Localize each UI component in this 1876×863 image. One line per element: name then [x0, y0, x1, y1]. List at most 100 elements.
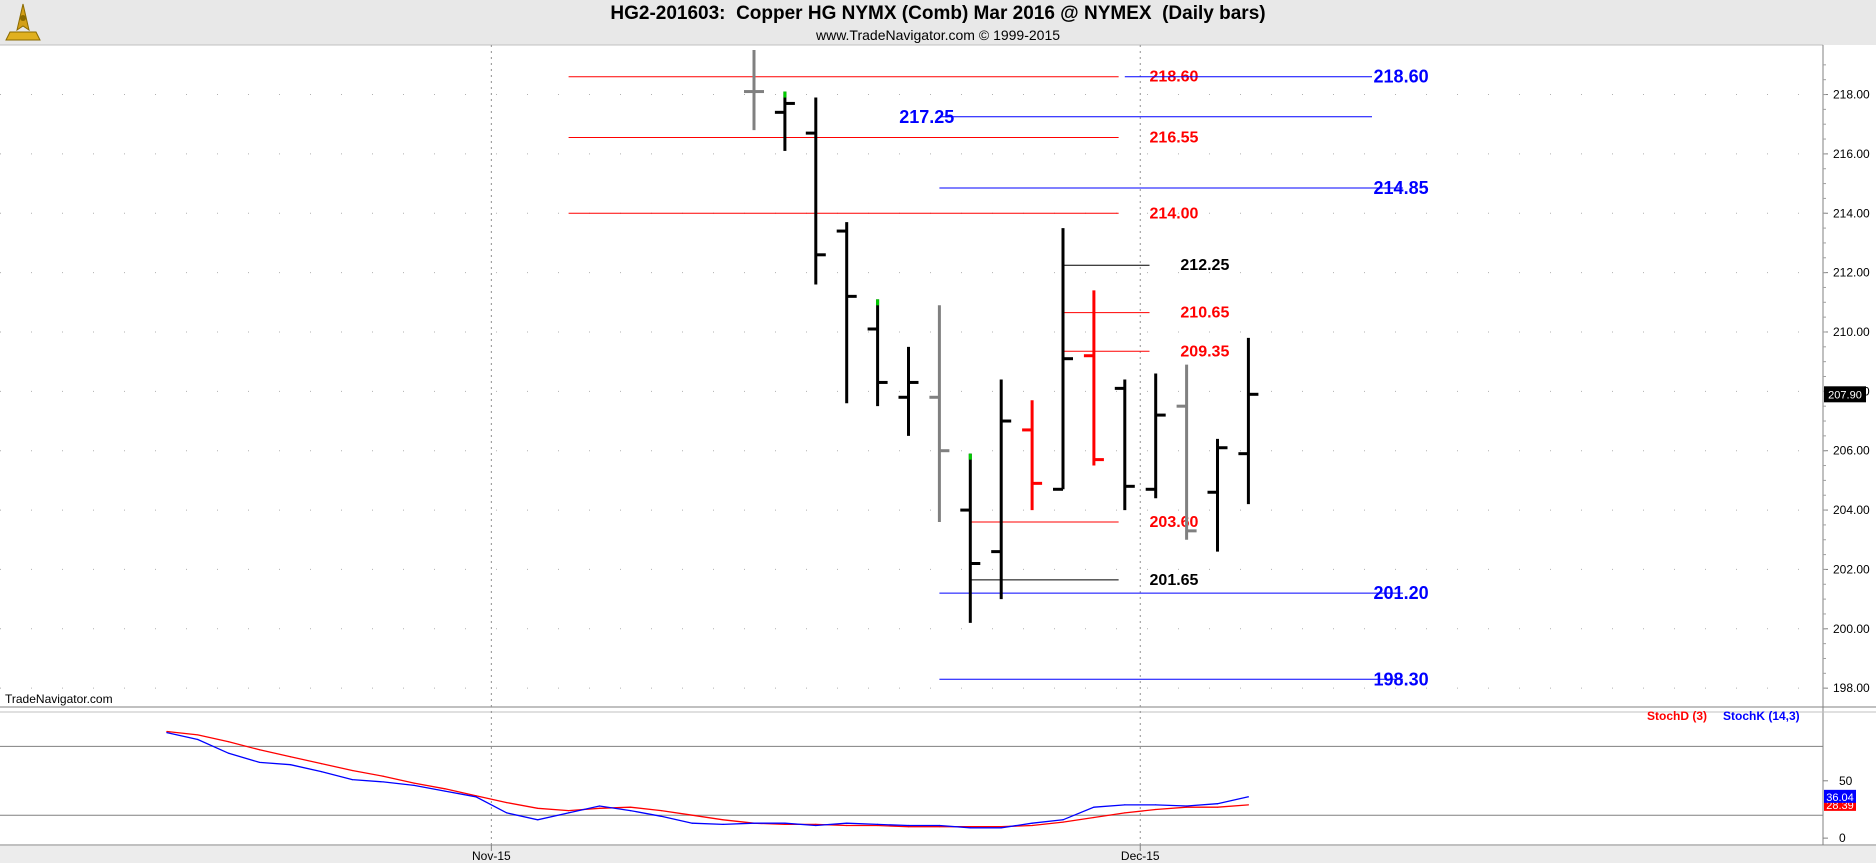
stoch-point	[166, 732, 168, 734]
stoch-point	[1186, 806, 1188, 808]
stoch-point	[166, 730, 168, 733]
level-label-black: 201.65	[1150, 572, 1199, 589]
level-label-blue: 217.25	[899, 107, 954, 127]
stoch-point	[197, 734, 199, 736]
stoch-last-tag	[1824, 789, 1856, 803]
stoch-point	[382, 775, 384, 777]
stoch-point	[691, 822, 693, 824]
stoch-point	[1216, 803, 1219, 805]
level-label-red: 203.60	[1150, 514, 1199, 531]
stoch-point	[877, 823, 879, 825]
stoch-point	[815, 823, 817, 825]
stoch-point	[660, 810, 662, 812]
stoch-point	[1031, 824, 1033, 827]
stoch-point	[568, 810, 570, 812]
stoch-point	[537, 819, 539, 821]
stoch-point	[413, 782, 415, 784]
stoch-point	[1093, 816, 1095, 819]
stoch-point	[1124, 804, 1126, 806]
stoch-point	[784, 823, 786, 825]
stoch-point	[846, 824, 848, 827]
stoch-point	[506, 812, 508, 814]
stoch-point	[722, 819, 724, 821]
price-axis-label: 218.00	[1833, 88, 1870, 102]
stoch-legend-k: StochK (14,3)	[1723, 709, 1800, 723]
chart-subtitle: www.TradeNavigator.com © 1999-2015	[815, 27, 1061, 43]
stoch-point	[691, 814, 693, 816]
watermark-text: TradeNavigator.com	[5, 692, 113, 706]
level-label-black: 212.25	[1180, 257, 1229, 274]
price-axis-label: 206.00	[1833, 444, 1870, 458]
stoch-line-k	[166, 731, 1249, 829]
stoch-point	[1186, 805, 1188, 807]
stoch-point	[228, 752, 230, 754]
stoch-legend-d: StochD (3)	[1647, 709, 1707, 723]
stoch-point	[907, 826, 910, 828]
stoch-point	[1216, 806, 1219, 808]
stoch-point	[506, 801, 508, 804]
chart-frame	[0, 44, 1876, 863]
stoch-point	[1031, 822, 1033, 824]
stoch-point	[320, 762, 322, 765]
stoch-point	[877, 824, 879, 827]
price-axis-label: 198.00	[1833, 681, 1870, 695]
stoch-point	[1000, 827, 1002, 829]
stoch-axis-label: 0	[1839, 831, 1846, 845]
stoch-point	[1062, 821, 1064, 823]
stoch-point	[228, 741, 230, 743]
stoch-point	[938, 824, 941, 827]
price-axis-label: 210.00	[1833, 325, 1870, 339]
stoch-point	[444, 790, 446, 792]
stoch-point	[259, 749, 261, 751]
stoch-point	[259, 761, 261, 764]
date-axis-label: Dec-15	[1121, 849, 1160, 863]
stoch-point	[722, 823, 724, 825]
stoch-line-d	[166, 730, 1249, 828]
level-label-red: 209.35	[1180, 343, 1229, 360]
price-axis-label: 204.00	[1833, 503, 1870, 517]
chart-title: HG2-201603: Copper HG NYMX (Comb) Mar 20…	[610, 3, 1266, 24]
level-label-red: 210.65	[1180, 305, 1229, 322]
stoch-point	[660, 815, 662, 817]
stoch-point	[1000, 826, 1002, 828]
chart-header: HG2-201603: Copper HG NYMX (Comb) Mar 20…	[0, 0, 1876, 45]
stoch-point	[413, 784, 415, 786]
stoch-axis-label: 50	[1839, 774, 1853, 788]
date-axis-label: Nov-15	[472, 849, 511, 863]
level-label-blue: 214.85	[1374, 178, 1429, 198]
stoch-point	[444, 788, 446, 790]
stoch-point	[537, 807, 539, 809]
stoch-point	[598, 807, 601, 809]
stoch-point	[351, 779, 353, 781]
stoch-point	[382, 781, 384, 783]
price-axis-label: 216.00	[1833, 147, 1870, 161]
stoch-point	[907, 824, 910, 827]
price-axis-label: 214.00	[1833, 206, 1870, 220]
stoch-point	[1155, 804, 1157, 806]
level-label-red: 214.00	[1150, 205, 1199, 222]
tradenavigator-compass-logo-icon	[5, 3, 41, 41]
stoch-point	[475, 796, 477, 798]
stoch-point	[784, 822, 786, 824]
last-price-label: 207.90	[1828, 389, 1862, 401]
stoch-point	[753, 822, 755, 824]
stoch-point	[1093, 806, 1095, 808]
stoch-point	[320, 771, 322, 773]
stoch-point	[289, 764, 292, 766]
price-axis-label: 200.00	[1833, 622, 1870, 636]
stoch-point	[629, 806, 632, 808]
stoch-point	[969, 827, 971, 829]
stoch-point	[1155, 808, 1157, 811]
stoch-point	[568, 812, 570, 814]
level-label-red: 216.55	[1150, 130, 1199, 147]
stoch-point	[1062, 819, 1064, 821]
level-label-blue: 201.20	[1374, 583, 1429, 603]
stoch-point	[846, 822, 848, 824]
level-label-blue: 218.60	[1374, 67, 1429, 87]
stoch-point	[351, 769, 353, 772]
stoch-point	[969, 826, 971, 828]
stoch-point	[1124, 812, 1126, 814]
stoch-point	[938, 826, 941, 828]
price-axis-label: 202.00	[1833, 562, 1870, 576]
stoch-point	[629, 810, 632, 812]
